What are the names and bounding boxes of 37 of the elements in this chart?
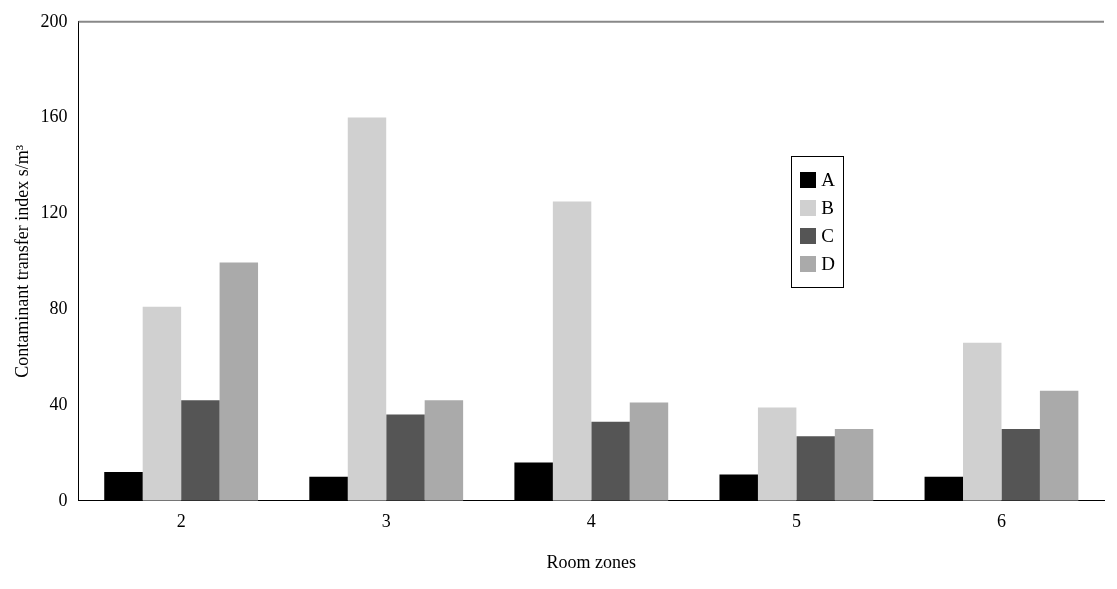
bar bbox=[591, 421, 630, 501]
bar bbox=[386, 414, 425, 501]
bar bbox=[719, 474, 758, 501]
x-tick-label: 5 bbox=[791, 511, 801, 532]
bar bbox=[963, 342, 1002, 501]
x-tick-label: 6 bbox=[996, 511, 1006, 532]
bar bbox=[219, 262, 259, 501]
y-tick-label: 120 bbox=[40, 202, 68, 223]
bar bbox=[347, 117, 387, 501]
bar bbox=[796, 436, 835, 501]
y-tick-label: 80 bbox=[49, 297, 68, 318]
bar bbox=[924, 476, 964, 501]
bar bbox=[104, 472, 143, 501]
y-tick-label: 0 bbox=[58, 489, 68, 510]
bar bbox=[552, 201, 592, 501]
bar bbox=[1001, 428, 1040, 501]
y-tick-label: 160 bbox=[40, 106, 68, 127]
x-tick-label: 2 bbox=[176, 511, 186, 532]
legend-label: D bbox=[821, 253, 835, 276]
bar bbox=[757, 407, 797, 501]
x-tick-label: 3 bbox=[381, 511, 391, 532]
bar bbox=[1039, 390, 1079, 501]
bar bbox=[629, 402, 669, 501]
legend-label: B bbox=[821, 197, 834, 220]
x-tick-label: 4 bbox=[586, 511, 596, 532]
bar bbox=[834, 428, 874, 501]
legend-label: A bbox=[821, 169, 835, 192]
bar bbox=[181, 400, 220, 501]
legend-label: C bbox=[821, 225, 834, 248]
y-tick-label: 40 bbox=[49, 393, 68, 414]
y-tick-label: 200 bbox=[40, 10, 68, 31]
x-axis-title: Room zones bbox=[546, 551, 637, 572]
y-axis-title: Contaminant transfer index s/m³ bbox=[11, 144, 32, 378]
bar bbox=[142, 306, 182, 501]
bar bbox=[514, 462, 553, 501]
bar bbox=[309, 476, 348, 501]
bar bbox=[424, 400, 464, 501]
